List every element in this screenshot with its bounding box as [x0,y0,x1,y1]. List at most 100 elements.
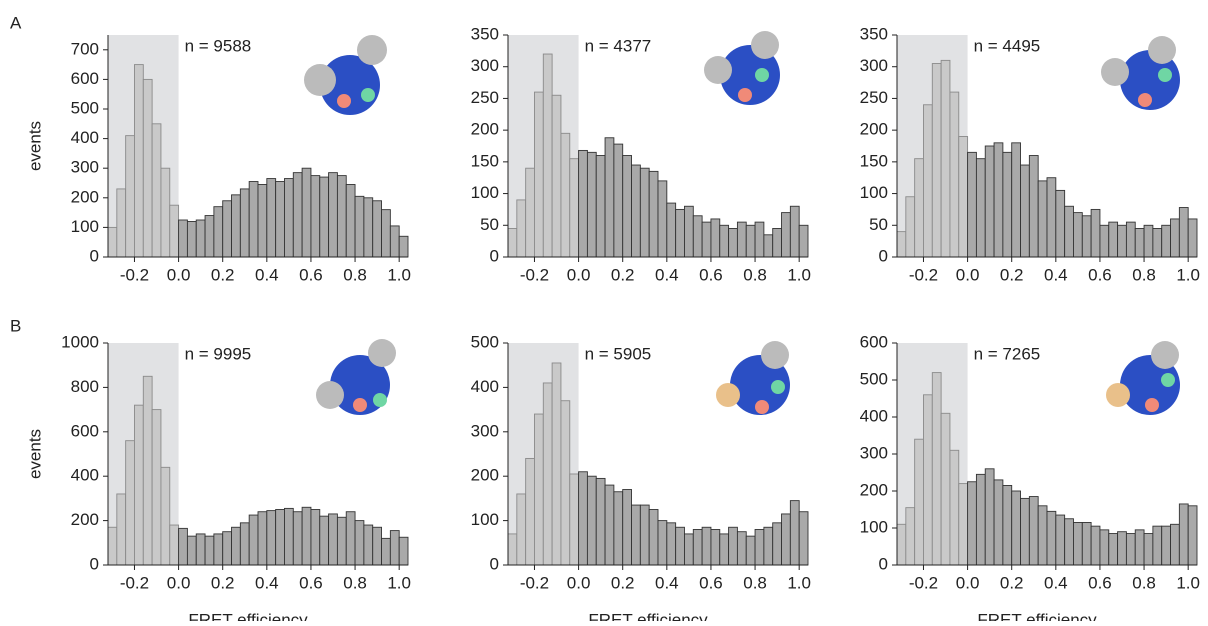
y-tick-label: 150 [471,151,499,170]
histogram-bar [170,205,179,257]
histogram-bar [1171,524,1180,565]
histogram-bar [623,490,632,565]
histogram-bar [1065,206,1074,257]
histogram-bar [1153,228,1162,257]
histogram-bar [390,531,399,565]
x-tick-label: 0.4 [255,265,279,284]
molecule-icon [716,341,790,415]
histogram-bar [161,467,170,565]
y-axis-label: events [25,429,44,479]
histogram-bar [152,410,161,565]
histogram-bar [534,92,543,257]
y-tick-label: 0 [490,554,499,573]
histogram-bar [737,532,746,565]
histogram-bar [205,216,214,257]
histogram-bar [799,225,808,257]
histogram-bar [240,189,249,257]
x-tick-label: 0.2 [1000,573,1024,592]
histogram-bar [932,64,941,257]
y-tick-label: 300 [860,56,888,75]
histogram-bar [390,226,399,257]
histogram-bar [196,534,205,565]
histogram-bar [799,512,808,565]
x-tick-label: 0.6 [1088,573,1112,592]
x-tick-label: 0.4 [255,573,279,592]
figure: 0100200300400500600-0.20.00.20.40.60.81.… [0,0,1208,621]
x-tick-label: 0.8 [1132,573,1156,592]
histogram-bar [950,92,959,257]
histogram-bar [1179,208,1188,257]
histogram-bar [232,527,241,565]
histogram-bar [1188,506,1197,565]
x-axis-label: FRET efficiency [188,610,308,621]
histogram-bar [517,200,526,257]
histogram-bar [534,414,543,565]
histogram-bar [720,225,729,257]
histogram-bar [214,534,223,565]
x-tick-label: 0.2 [611,265,635,284]
histogram-bar [143,376,152,565]
x-tick-label: -0.2 [909,265,938,284]
histogram-bar [346,184,355,257]
histogram-bar [1082,216,1091,257]
molecule-icon [304,35,387,115]
x-tick-label: 0.2 [611,573,635,592]
histogram-bar [605,138,614,257]
histogram-bar [1029,497,1038,565]
y-tick-label: 500 [71,98,99,117]
histogram-bar [729,527,738,565]
histogram-bar [985,146,994,257]
y-tick-label: 50 [480,215,499,234]
histogram-bar [240,523,249,565]
histogram-bar [923,395,932,565]
y-tick-label: 100 [71,217,99,236]
x-tick-label: 0.6 [299,265,323,284]
annotation: n = 4495 [974,36,1041,55]
histogram-bar [649,171,658,257]
y-tick-label: 500 [860,369,888,388]
x-tick-label: 0.4 [655,573,679,592]
histogram-bar [790,206,799,257]
histogram-bar [267,511,276,565]
histogram-bar [311,510,320,566]
histogram-bar [134,405,143,565]
histogram-bar [187,221,196,257]
histogram-bar [976,159,985,257]
histogram-bar [906,197,915,257]
x-tick-label: 1.0 [387,573,411,592]
histogram-bar [1056,190,1065,257]
histogram-bar [1171,219,1180,257]
histogram-bar [782,213,791,257]
histogram-bar [959,136,968,257]
histogram-bar [1162,225,1171,257]
x-tick-label: 0.2 [211,573,235,592]
histogram-bar [1126,222,1135,257]
histogram-bar [1003,152,1012,257]
x-tick-label: 0.2 [1000,265,1024,284]
histogram-bar [508,228,517,257]
histogram-bar [676,209,685,257]
histogram-bar [658,181,667,257]
histogram-bar [249,515,258,565]
histogram-bar [1021,165,1030,257]
histogram-bar [994,143,1003,257]
y-tick-label: 100 [471,510,499,529]
histogram-bar [711,529,720,565]
histogram-bar [915,159,924,257]
y-tick-label: 1000 [61,332,99,351]
x-tick-label: 0.6 [699,265,723,284]
histogram-bar [302,168,311,257]
x-tick-label: 0.8 [343,265,367,284]
histogram-bar [1056,515,1065,565]
annotation: n = 4377 [585,36,652,55]
histogram-bar [508,534,517,565]
histogram-bar [179,528,188,565]
y-tick-label: 250 [471,88,499,107]
histogram-bar [1100,225,1109,257]
histogram-bar [552,363,561,565]
x-tick-label: 0.6 [299,573,323,592]
histogram-bar [355,196,364,257]
histogram-bar [693,529,702,565]
histogram-bar [152,124,161,257]
y-tick-label: 100 [860,517,888,536]
